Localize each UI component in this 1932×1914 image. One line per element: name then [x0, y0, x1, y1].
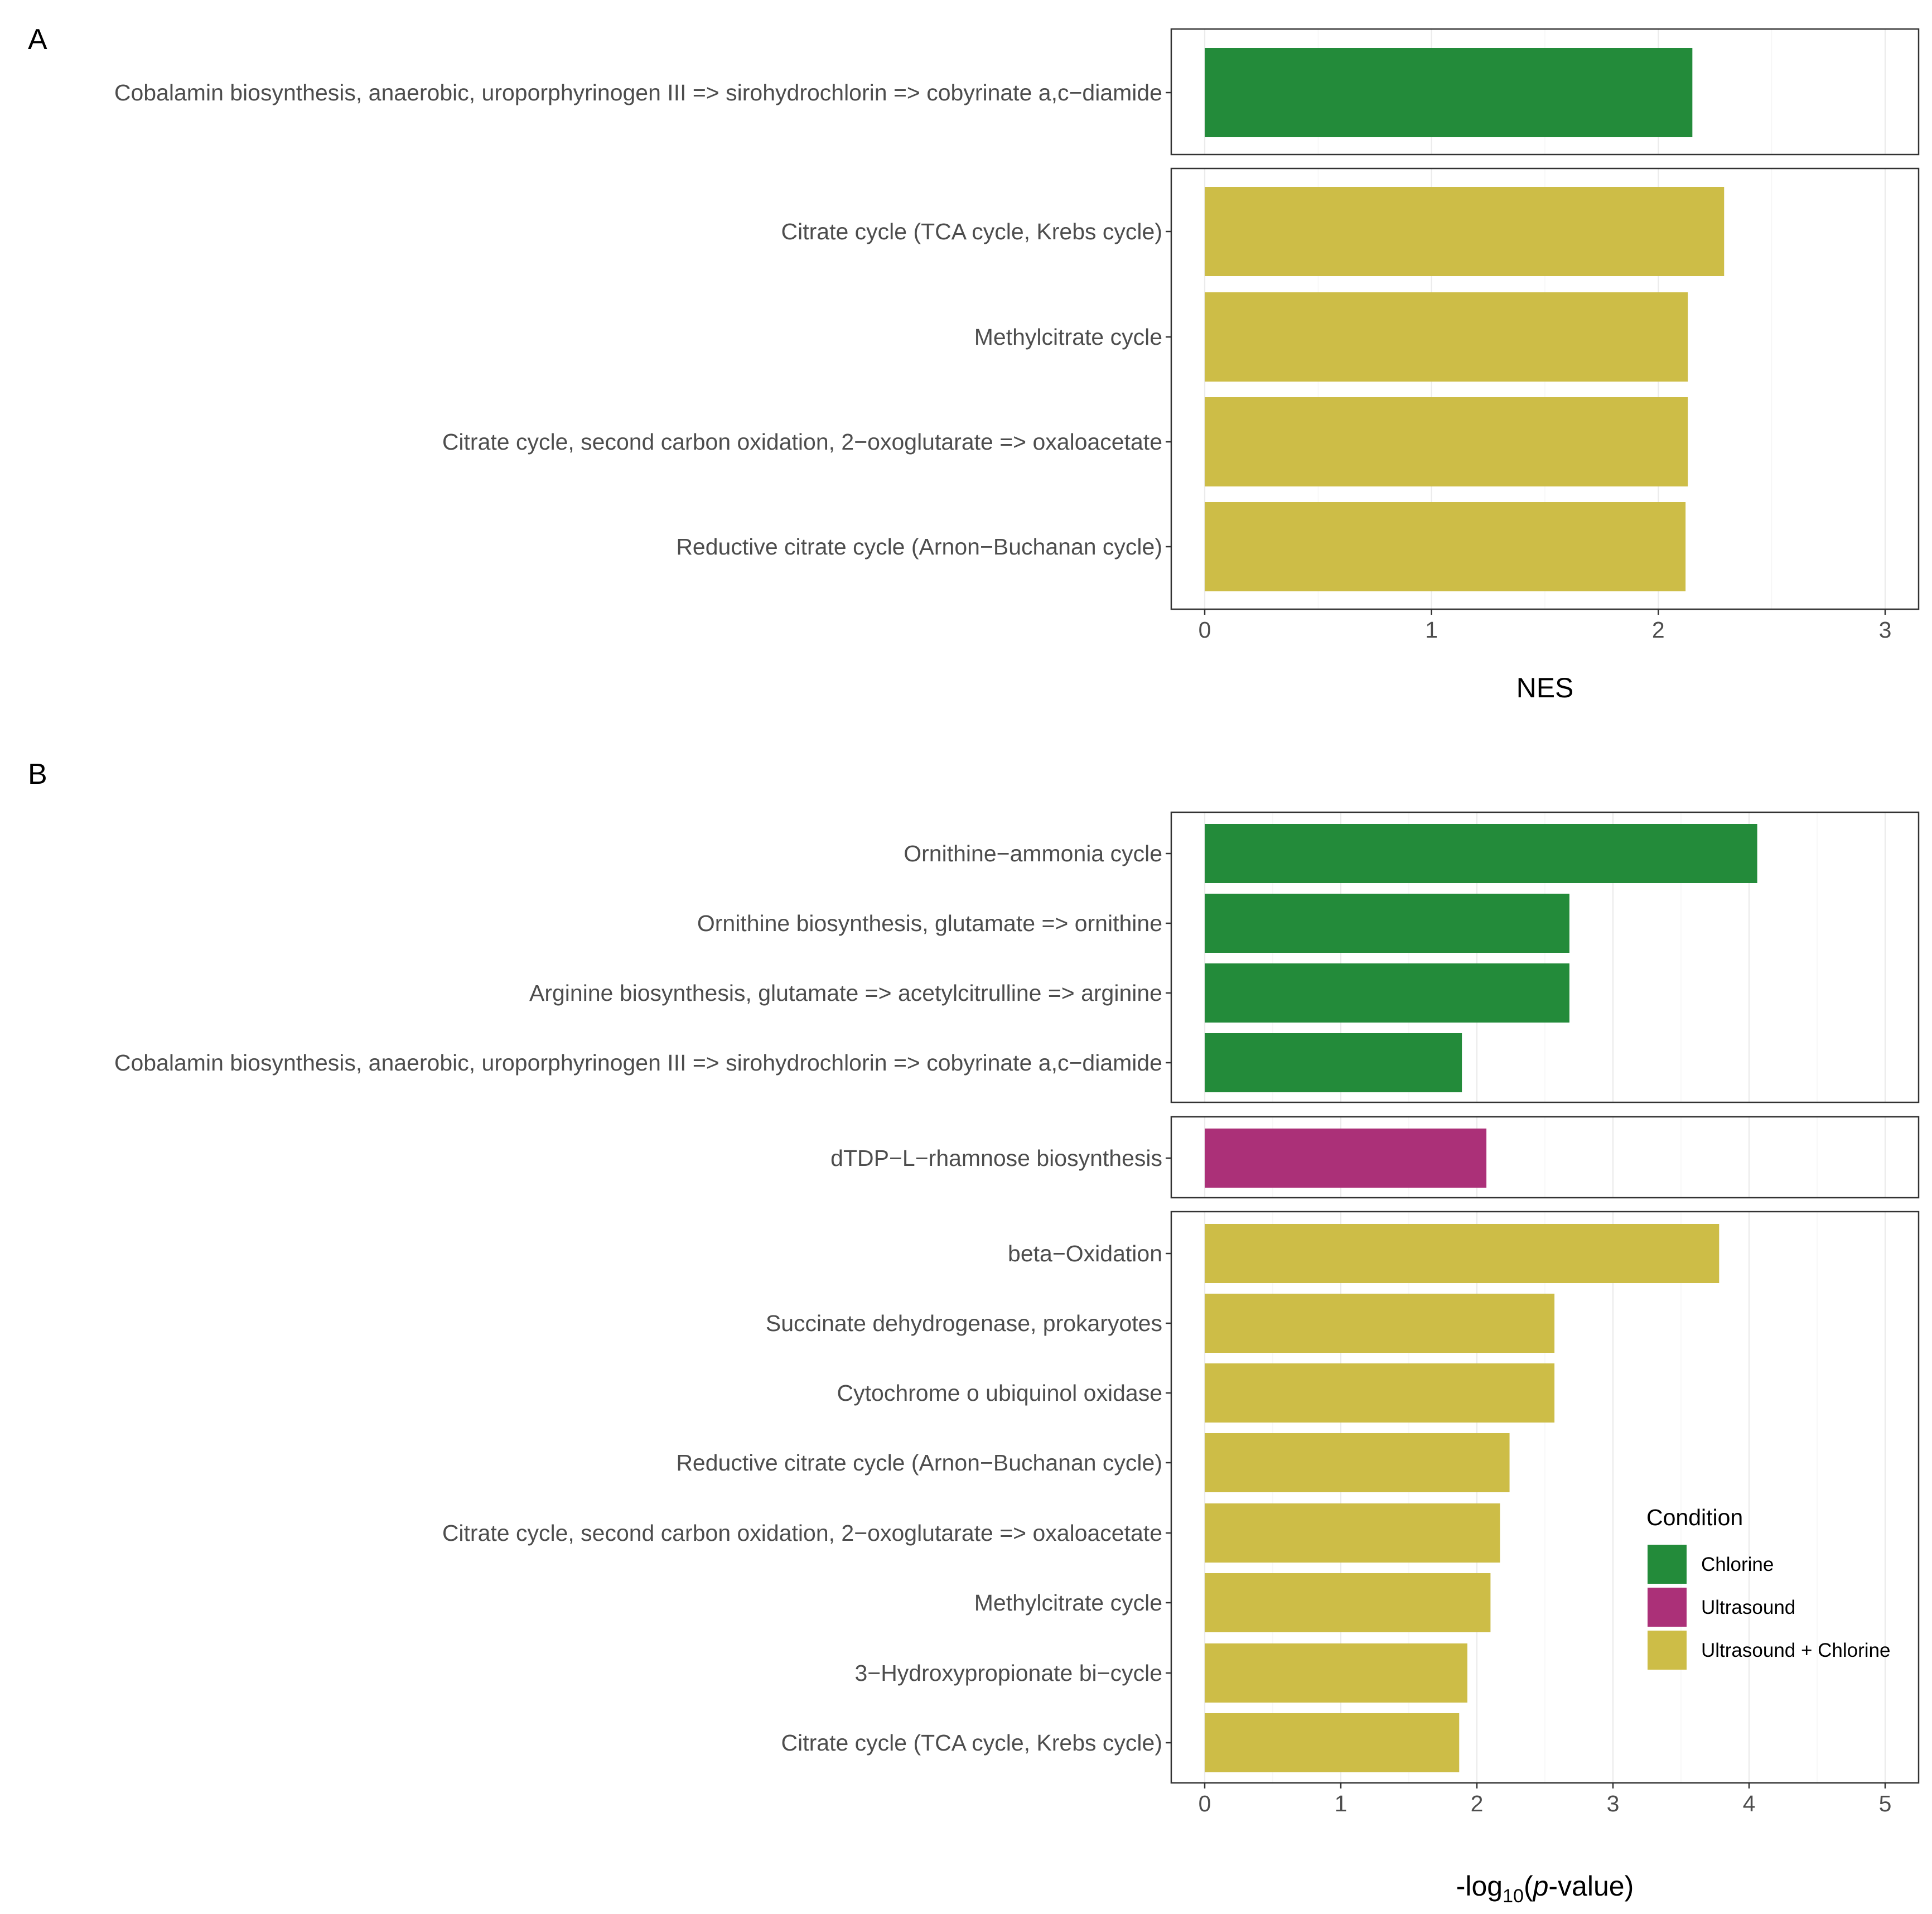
x-tick-label: 0	[1199, 1791, 1211, 1816]
facet-ultrasound: dTDP−L−rhamnose biosynthesis	[830, 1116, 1920, 1199]
x-tick-label: 0	[1199, 617, 1211, 643]
legend-key	[1648, 1545, 1687, 1584]
legend-label: Ultrasound + Chlorine	[1701, 1640, 1891, 1661]
panel-letter: B	[28, 758, 47, 790]
bar	[1205, 292, 1688, 382]
x-axis: 0 1 2 3 4 5	[1199, 1783, 1892, 1816]
bar	[1205, 894, 1569, 953]
category-label: Citrate cycle, second carbon oxidation, …	[442, 1520, 1162, 1546]
bar	[1205, 1224, 1720, 1283]
category-label: beta−Oxidation	[1008, 1241, 1162, 1266]
bar	[1205, 187, 1725, 276]
facet-chlorine: Ornithine−ammonia cycle Ornithine biosynt…	[114, 811, 1920, 1103]
bar	[1205, 1573, 1491, 1632]
facet-border	[1170, 1116, 1920, 1199]
category-label: Ornithine−ammonia cycle	[904, 841, 1162, 866]
facet-ultrasound-chlorine: Citrate cycle (TCA cycle, Krebs cycle) Me…	[442, 167, 1920, 610]
legend-label: Chlorine	[1701, 1554, 1774, 1575]
x-tick-label: 4	[1743, 1791, 1756, 1816]
x-axis-title: NES	[1516, 672, 1574, 703]
x-tick-label: 1	[1335, 1791, 1347, 1816]
legend-key	[1648, 1631, 1687, 1670]
bar	[1205, 48, 1693, 137]
x-tick-label: 2	[1652, 617, 1665, 643]
facet-border	[1170, 167, 1920, 610]
axis-title-subscript: 10	[1503, 1886, 1524, 1907]
category-label: Citrate cycle (TCA cycle, Krebs cycle)	[781, 219, 1163, 244]
bar	[1205, 1433, 1510, 1492]
category-label: Succinate dehydrogenase, prokaryotes	[766, 1310, 1162, 1336]
facet-ultrasound-chlorine: beta−Oxidation Succinate dehydrogenase, p…	[442, 1211, 1920, 1784]
category-label: Methylcitrate cycle	[974, 1590, 1162, 1616]
category-label: 3−Hydroxypropionate bi−cycle	[854, 1660, 1162, 1686]
legend-label: Ultrasound	[1701, 1597, 1795, 1618]
category-label: Arginine biosynthesis, glutamate => acet…	[529, 980, 1162, 1006]
category-label: Cobalamin biosynthesis, anaerobic, uropo…	[114, 1050, 1162, 1076]
category-label: Cobalamin biosynthesis, anaerobic, uropo…	[114, 80, 1162, 105]
x-tick-label: 3	[1607, 1791, 1620, 1816]
bar	[1205, 824, 1757, 883]
bar	[1205, 502, 1686, 591]
category-label: Reductive citrate cycle (Arnon−Buchanan …	[676, 1450, 1162, 1476]
bar	[1205, 397, 1688, 486]
category-label: Methylcitrate cycle	[974, 324, 1162, 350]
chart-panel-b: B Ornithine−ammonia cycle Ornithine biosyn…	[28, 758, 1920, 1907]
bar	[1205, 1713, 1460, 1772]
category-label: Cytochrome o ubiquinol oxidase	[837, 1380, 1162, 1406]
category-label: Citrate cycle, second carbon oxidation, …	[442, 429, 1162, 455]
facet-chlorine: Cobalamin biosynthesis, anaerobic, uropo…	[114, 28, 1920, 156]
category-label: Citrate cycle (TCA cycle, Krebs cycle)	[781, 1730, 1163, 1756]
x-tick-label: 3	[1879, 617, 1892, 643]
x-axis: 0 1 2 3	[1199, 609, 1892, 643]
axis-title-part: (	[1524, 1870, 1533, 1902]
bar	[1205, 1643, 1467, 1703]
x-tick-label: 1	[1425, 617, 1438, 643]
category-label: dTDP−L−rhamnose biosynthesis	[830, 1145, 1162, 1171]
bar	[1205, 1363, 1555, 1423]
bar	[1205, 1129, 1487, 1188]
facet-border	[1170, 28, 1920, 156]
facet-border	[1170, 1211, 1920, 1784]
x-axis-title: -log10(p-value)	[1456, 1870, 1634, 1907]
legend-title: Condition	[1646, 1505, 1743, 1530]
legend: Condition Chlorine Ultrasound Ultrasound + …	[1646, 1505, 1891, 1670]
axis-title-italic: p	[1532, 1870, 1549, 1902]
x-tick-label: 5	[1879, 1791, 1892, 1816]
x-tick-label: 2	[1471, 1791, 1484, 1816]
facet-border	[1170, 811, 1920, 1103]
category-label: Reductive citrate cycle (Arnon−Buchanan …	[676, 534, 1162, 560]
axis-title-part: -log	[1456, 1870, 1503, 1902]
axis-title-part: -value)	[1548, 1870, 1634, 1902]
bar	[1205, 1294, 1555, 1353]
bar	[1205, 1503, 1500, 1563]
bar	[1205, 1033, 1462, 1092]
bar	[1205, 963, 1569, 1023]
panel-letter: A	[28, 23, 47, 56]
legend-key	[1648, 1588, 1687, 1627]
category-label: Ornithine biosynthesis, glutamate => orn…	[697, 910, 1162, 936]
chart-panel-a: A Cobalamin biosynthesis, anaerobic, urop…	[28, 23, 1920, 703]
